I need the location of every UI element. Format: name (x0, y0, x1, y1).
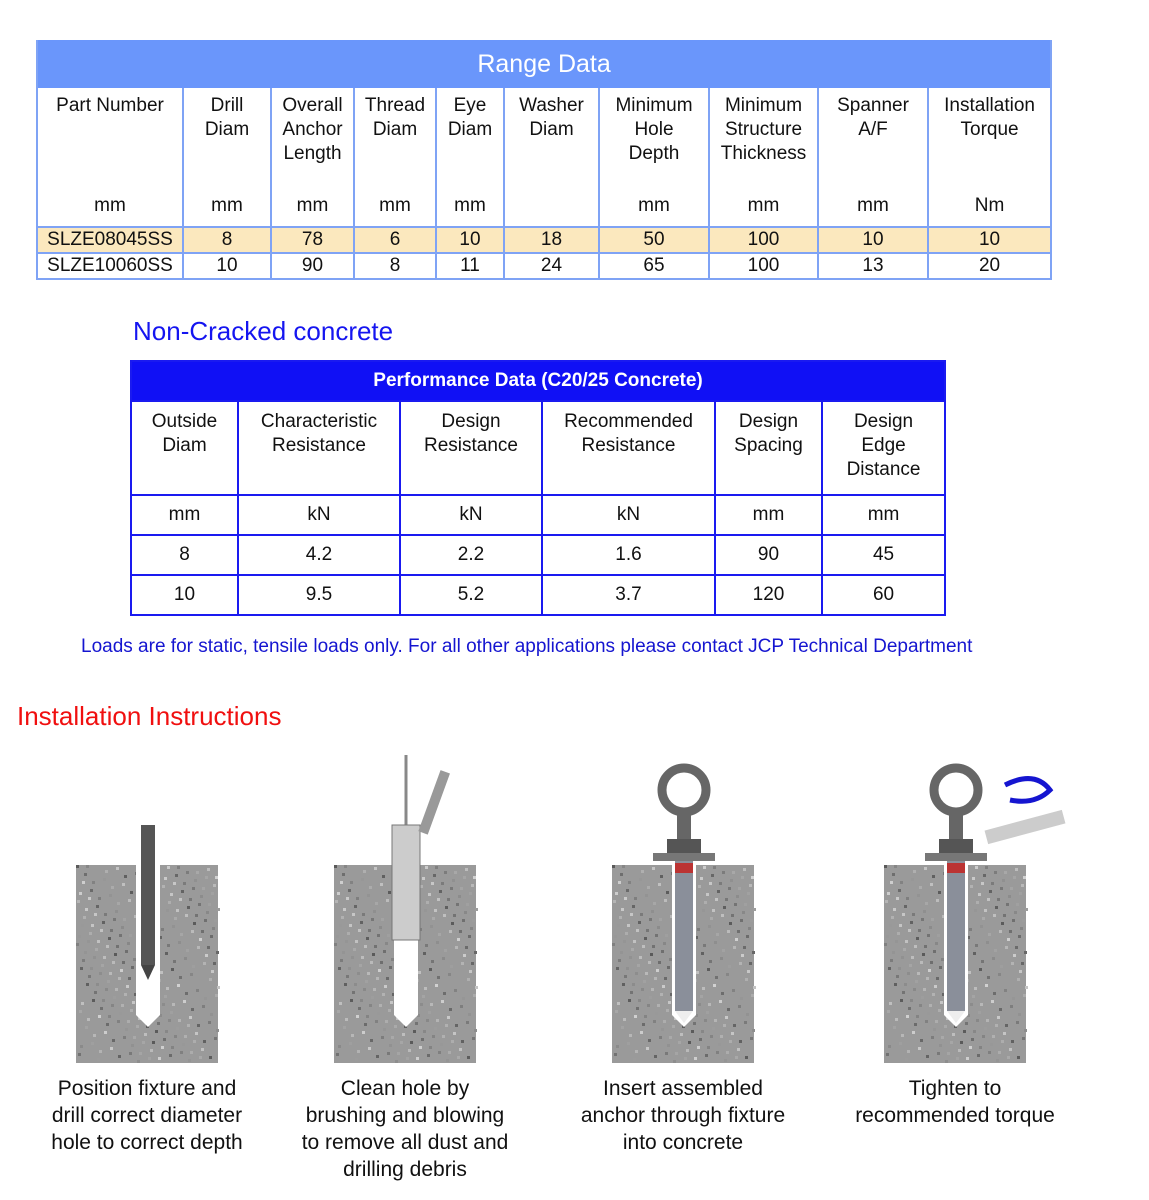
unit-cell: kN (237, 494, 401, 536)
step-caption: Clean hole by brushing and blowing to re… (301, 1077, 509, 1181)
column-header: Outside Diam (130, 400, 239, 496)
table-cell: 2.2 (399, 534, 543, 576)
table-cell: 5.2 (399, 574, 543, 616)
performance-data-table: Performance Data (C20/25 Concrete) Outsi… (129, 360, 947, 616)
unit-cell: kN (541, 494, 716, 536)
table-cell: 13 (817, 253, 929, 280)
table-cell: 10 (926, 227, 1053, 254)
install-step: Clean hole by brushing and blowing to re… (275, 755, 535, 1183)
loads-note: Loads are for static, tensile loads only… (81, 636, 973, 657)
table-cell: 8 (353, 253, 437, 280)
table-cell: 100 (708, 227, 819, 254)
table-cell: 6 (353, 227, 437, 254)
perf-table-title: Performance Data (C20/25 Concrete) (129, 360, 947, 402)
table-cell: 90 (270, 253, 355, 280)
column-header: Design Resistance (399, 400, 543, 496)
table-cell: 60 (820, 574, 947, 616)
table-cell: 100 (708, 253, 819, 280)
table-cell: 65 (598, 253, 710, 280)
column-header: Minimum Structure Thickness (708, 88, 819, 186)
unit-cell: mm (817, 186, 929, 228)
table-cell: 10 (182, 253, 272, 280)
step-caption: Position fixture and drill correct diame… (51, 1077, 243, 1154)
install-step: Tighten to recommended torque (825, 755, 1085, 1129)
unit-cell: mm (36, 186, 184, 228)
column-header: Design Spacing (714, 400, 823, 496)
table-cell: 90 (714, 534, 823, 576)
table-cell: 3.7 (541, 574, 716, 616)
range-table-title: Range Data (37, 40, 1052, 88)
non-cracked-heading: Non-Cracked concrete (133, 316, 394, 346)
table-cell: 45 (820, 534, 947, 576)
column-header: Design Edge Distance (820, 400, 947, 496)
table-cell: SLZE10060SS (36, 253, 184, 280)
drill-in-hole-icon (76, 825, 220, 1063)
table-cell: 78 (270, 227, 355, 254)
range-data-table: Range Data Part Number Drill Diam Overall … (36, 40, 1053, 280)
unit-cell: Nm (926, 186, 1053, 228)
column-header: Drill Diam (182, 88, 272, 186)
installation-heading: Installation Instructions (17, 701, 282, 731)
table-cell: 120 (714, 574, 823, 616)
unit-cell: mm (714, 494, 823, 536)
table-cell: 18 (503, 227, 600, 254)
unit-cell: mm (708, 186, 819, 228)
column-header: Eye Diam (435, 88, 505, 186)
column-header: Part Number (36, 88, 184, 186)
table-cell: 8 (182, 227, 272, 254)
insert-anchor-icon (612, 763, 756, 1063)
table-cell: SLZE08045SS (36, 227, 184, 254)
unit-cell: mm (130, 494, 239, 536)
brush-hole-icon (334, 755, 478, 1063)
install-step: Insert assembled anchor through fixture … (553, 755, 813, 1156)
table-cell: 11 (435, 253, 505, 280)
table-cell: 20 (926, 253, 1053, 280)
column-header: Recommended Resistance (541, 400, 716, 496)
table-cell: 1.6 (541, 534, 716, 576)
step-caption: Insert assembled anchor through fixture … (580, 1077, 786, 1154)
table-cell: 10 (817, 227, 929, 254)
column-header: Overall Anchor Length (270, 88, 355, 186)
table-cell: 4.2 (237, 534, 401, 576)
table-cell: 8 (130, 534, 239, 576)
table-cell: 10 (435, 227, 505, 254)
unit-cell (503, 186, 600, 228)
column-header: Washer Diam (503, 88, 600, 186)
table-cell: 50 (598, 227, 710, 254)
unit-cell: mm (435, 186, 505, 228)
unit-cell: mm (353, 186, 437, 228)
table-cell: 24 (503, 253, 600, 280)
unit-cell: mm (270, 186, 355, 228)
column-header: Characteristic Resistance (237, 400, 401, 496)
unit-cell: mm (820, 494, 947, 536)
column-header: Thread Diam (353, 88, 437, 186)
tighten-torque-icon (884, 763, 1066, 1063)
column-header: Minimum Hole Depth (598, 88, 710, 186)
unit-cell: mm (598, 186, 710, 228)
step-caption: Tighten to recommended torque (855, 1077, 1055, 1127)
table-cell: 10 (130, 574, 239, 616)
install-step: Position fixture and drill correct diame… (17, 755, 277, 1156)
table-cell: 9.5 (237, 574, 401, 616)
column-header: Spanner A/F (817, 88, 929, 186)
column-header: Installation Torque (926, 88, 1053, 186)
unit-cell: kN (399, 494, 543, 536)
unit-cell: mm (182, 186, 272, 228)
